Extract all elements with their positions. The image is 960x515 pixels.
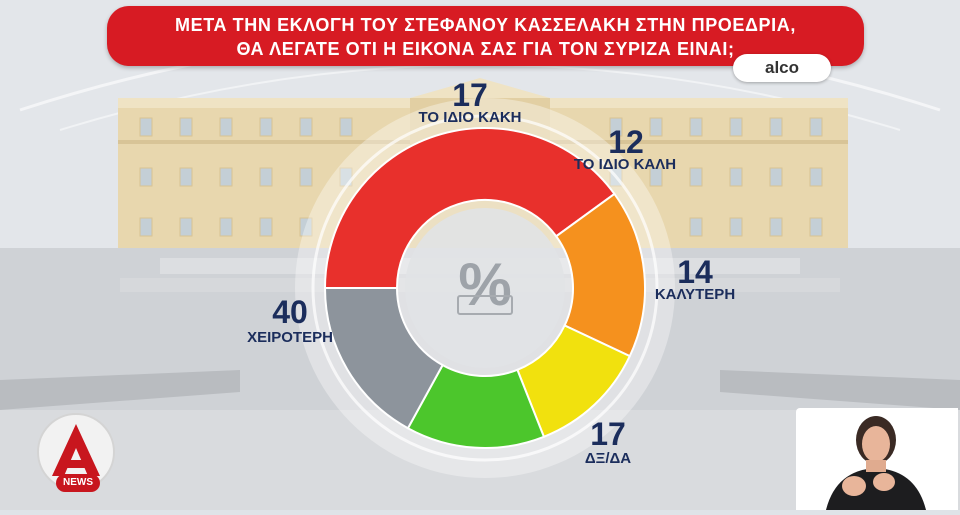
category-label-same-bad: ΤΟ ΙΔΙΟ ΚΑΚΗ: [418, 109, 522, 126]
donut-slice-worse: [323, 127, 616, 289]
source-label: alco: [733, 54, 831, 82]
value-label-worse: 40: [272, 294, 308, 330]
value-label-same-good: 12: [608, 124, 644, 160]
donut-center: [405, 208, 565, 368]
value-label-better: 14: [677, 254, 713, 290]
percent-symbol: %: [458, 251, 511, 318]
donut-slice-dk-na: [323, 287, 444, 430]
news-badge: NEWS: [56, 474, 100, 492]
category-label-dk-na: ΔΞ/ΔΑ: [584, 450, 632, 467]
center-emblem: [457, 295, 513, 315]
sign-language-interpreter: [796, 408, 958, 510]
question-line-1: ΜΕΤΑ ΤΗΝ ΕΚΛΟΓΗ ΤΟΥ ΣΤΕΦΑΝΟΥ ΚΑΣΣΕΛΑΚΗ Σ…: [175, 15, 796, 35]
category-label-worse: ΧΕΙΡΟΤΕΡΗ: [247, 329, 333, 346]
interpreter-figure: [826, 416, 926, 510]
alpha-news-logo: [37, 413, 115, 491]
donut-chart: [323, 127, 646, 449]
question-line-2: ΘΑ ΛΕΓΑΤΕ ΟΤΙ Η ΕΙΚΟΝΑ ΣΑΣ ΓΙΑ ΤΟΝ ΣΥΡΙΖ…: [236, 39, 735, 59]
category-label-better: ΚΑΛΥΤΕΡΗ: [654, 286, 736, 303]
category-label-same-good: ΤΟ ΙΔΙΟ ΚΑΛΗ: [573, 156, 677, 173]
value-label-dk-na: 17: [590, 416, 626, 452]
value-label-same-bad: 17: [452, 77, 488, 113]
